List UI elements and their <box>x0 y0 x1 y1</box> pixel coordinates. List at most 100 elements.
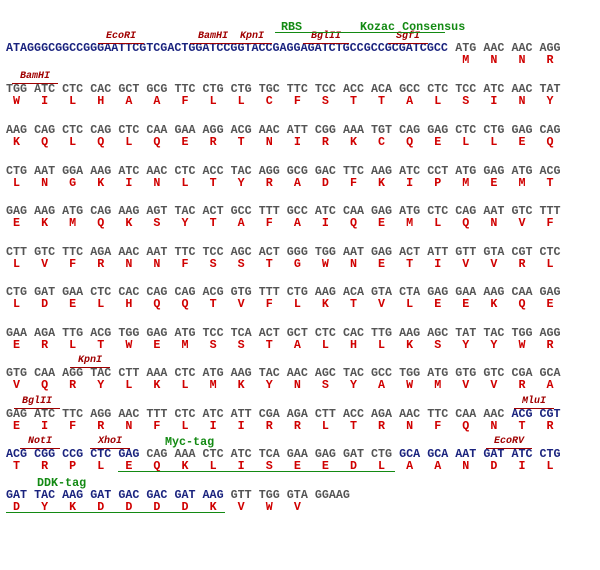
codon: AGA <box>371 407 393 421</box>
codon: AGT <box>146 204 168 218</box>
amino-acid: A <box>546 378 554 392</box>
amino-acid: L <box>321 419 329 433</box>
codon: CAG <box>146 285 168 299</box>
amino-acid: T <box>406 257 414 271</box>
codon: AAC <box>118 407 140 421</box>
amino-acid: G <box>293 257 301 271</box>
restriction-site: NotI <box>28 436 53 447</box>
amino-acid: T <box>13 459 21 473</box>
codon: ACA <box>342 285 364 299</box>
codon: CTG <box>6 164 28 178</box>
amino-acid: M <box>209 378 217 392</box>
codon: ACG <box>6 447 28 461</box>
amino-acid: K <box>153 378 161 392</box>
amino-acid: E <box>490 176 498 190</box>
codon: GCG <box>286 164 308 178</box>
codon: CAG <box>539 123 561 137</box>
codon: CTT <box>6 245 28 259</box>
codon: AAT <box>455 447 477 461</box>
amino-acid: A <box>378 378 386 392</box>
amino-acid: R <box>97 257 105 271</box>
amino-acid: S <box>462 94 470 108</box>
codon: TTT <box>146 407 168 421</box>
codon: TTC <box>62 407 84 421</box>
codon: ATG <box>427 366 449 380</box>
underline <box>118 471 395 472</box>
amino-acid: E <box>125 459 133 473</box>
codon: GAG <box>427 123 449 137</box>
amino-acid: Q <box>97 135 105 149</box>
amino-acid: E <box>434 135 442 149</box>
amino-acid: L <box>490 135 498 149</box>
amino-acid: Q <box>406 135 414 149</box>
amino-acid: D <box>41 297 49 311</box>
codon: CTC <box>118 123 140 137</box>
amino-acid: T <box>349 94 357 108</box>
codon: CGG <box>34 447 56 461</box>
codon: CTC <box>427 82 449 96</box>
codon: GCC <box>230 204 252 218</box>
codon: GGG <box>286 245 308 259</box>
codon: GTA <box>483 245 505 259</box>
codon: GCC <box>286 204 308 218</box>
amino-acid: Q <box>41 378 49 392</box>
codon: AAC <box>146 164 168 178</box>
codon: AAC <box>483 41 505 55</box>
codon: ACG <box>511 407 533 421</box>
codon: GAT <box>34 285 56 299</box>
codon: GCA <box>399 447 421 461</box>
amino-acid: T <box>546 176 554 190</box>
codon: ACG <box>90 326 112 340</box>
codon: CTC <box>174 164 196 178</box>
amino-acid: E <box>181 135 189 149</box>
codon: GCT <box>118 82 140 96</box>
codon: TCA <box>258 447 280 461</box>
amino-acid: A <box>125 94 133 108</box>
codon: AAC <box>286 366 308 380</box>
codon: TAC <box>174 204 196 218</box>
codon: GTC <box>34 245 56 259</box>
codon: TAC <box>34 488 56 502</box>
codon: ACG <box>202 285 224 299</box>
underline <box>20 448 61 449</box>
amino-acid: L <box>378 338 386 352</box>
underline <box>14 408 61 409</box>
amino-acid: V <box>518 216 526 230</box>
amino-acid: P <box>69 459 77 473</box>
codon: TAC <box>230 164 252 178</box>
feature-label: Myc-tag <box>165 435 215 449</box>
codon: TTC <box>286 82 308 96</box>
codon: CAA <box>146 123 168 137</box>
amino-acid: N <box>293 378 301 392</box>
amino-acid: F <box>265 297 273 311</box>
amino-acid: V <box>41 257 49 271</box>
amino-acid: M <box>434 378 442 392</box>
amino-acid: L <box>13 297 21 311</box>
codon: GCG <box>146 82 168 96</box>
amino-acid: L <box>125 378 133 392</box>
codon: TAT <box>539 82 561 96</box>
amino-acid: V <box>13 378 21 392</box>
amino-acid: F <box>69 257 77 271</box>
codon: AAT <box>146 245 168 259</box>
codon: CAA <box>455 407 477 421</box>
codon: TTT <box>258 285 280 299</box>
amino-acid: N <box>490 216 498 230</box>
amino-acid: F <box>546 216 554 230</box>
restriction-site: EcoRV <box>494 436 525 447</box>
codon: AGC <box>314 366 336 380</box>
codon: GAC <box>314 164 336 178</box>
amino-acid: K <box>321 297 329 311</box>
underline <box>486 448 533 449</box>
codon: TCC <box>455 82 477 96</box>
amino-acid: E <box>69 297 77 311</box>
amino-acid: W <box>518 338 526 352</box>
codon: CAA <box>34 366 56 380</box>
amino-acid: E <box>462 297 470 311</box>
amino-acid: L <box>546 459 554 473</box>
codon: CAG <box>146 447 168 461</box>
codon: AAC <box>399 407 421 421</box>
codon: ATC <box>202 407 224 421</box>
amino-acid: T <box>349 297 357 311</box>
codon: ATC <box>483 82 505 96</box>
